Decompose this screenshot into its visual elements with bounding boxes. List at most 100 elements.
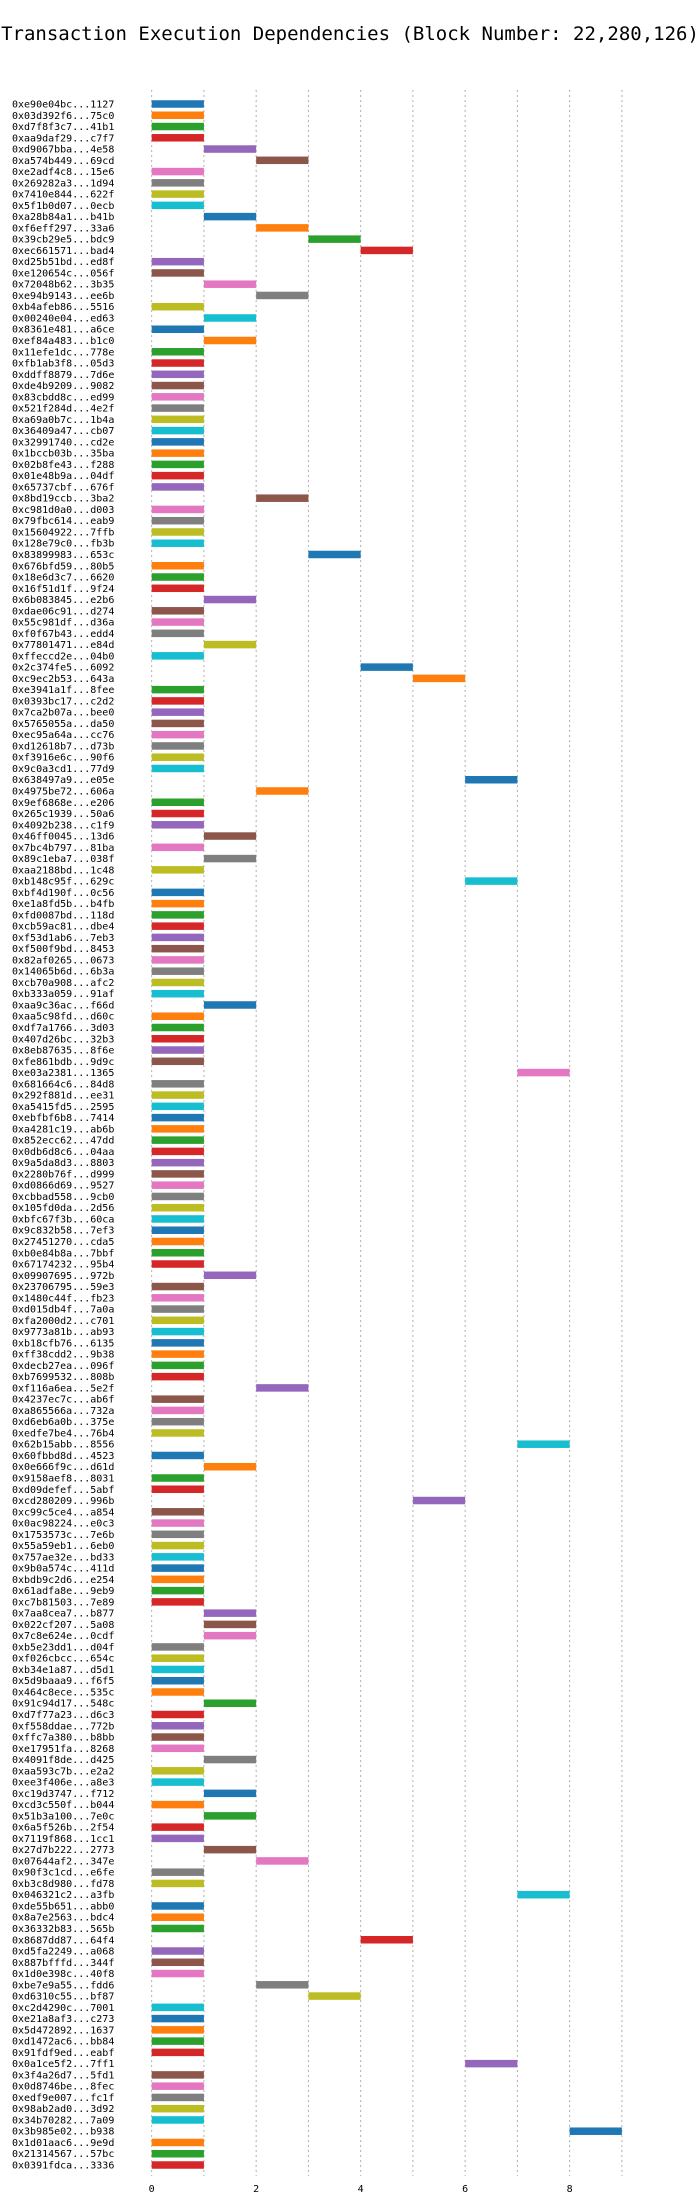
dependency-bar bbox=[151, 1012, 204, 1020]
dependency-bar bbox=[151, 1654, 204, 1662]
dependency-bar bbox=[151, 1958, 204, 1967]
row-labels: 0xe90e04bc...11270x03d392f6...75c00xd7f8… bbox=[12, 100, 114, 2172]
row-label: 0x1d0e398c...40f8 bbox=[12, 1969, 114, 1980]
dependency-bar bbox=[151, 1181, 204, 1189]
dependency-bar bbox=[151, 122, 204, 131]
dependency-bar bbox=[151, 370, 204, 379]
row-label: 0x9ef6868e...e206 bbox=[12, 798, 114, 809]
dependency-bar bbox=[151, 1035, 204, 1043]
dependency-bar bbox=[151, 404, 204, 412]
dependency-bar bbox=[151, 1147, 204, 1156]
row-label: 0xddff8879...7d6e bbox=[12, 370, 114, 381]
dependency-bar bbox=[151, 1080, 204, 1088]
dependency-bar bbox=[151, 1800, 204, 1809]
row-label: 0x9a5da8d3...8803 bbox=[12, 1158, 114, 1169]
dependency-bar bbox=[151, 1023, 204, 1032]
row-label: 0x8bd19ccb...3ba2 bbox=[12, 494, 114, 505]
dependency-bar bbox=[151, 1429, 204, 1437]
row-label: 0xedfe7be4...76b4 bbox=[12, 1428, 114, 1439]
dependency-bar bbox=[151, 1586, 204, 1595]
dependency-bar bbox=[151, 201, 204, 210]
row-label: 0xaa5c98fd...d60c bbox=[12, 1012, 114, 1023]
row-label: 0x3f4a26d7...5fd1 bbox=[12, 2070, 114, 2081]
dependency-bar bbox=[151, 1879, 204, 1888]
dependency-bar bbox=[151, 381, 204, 390]
dependency-bar bbox=[151, 899, 204, 908]
row-label: 0x14065b6d...6b3a bbox=[12, 967, 114, 978]
row-label: 0x03d392f6...75c0 bbox=[12, 111, 114, 122]
row-label: 0x1480c44f...fb23 bbox=[12, 1293, 114, 1304]
dependency-bar bbox=[465, 775, 518, 784]
row-label: 0x046321c2...a3fb bbox=[12, 1890, 114, 1901]
dependency-bar bbox=[151, 179, 204, 187]
dependency-bar bbox=[308, 550, 361, 559]
dependency-bar bbox=[203, 314, 257, 322]
dependency-bar bbox=[151, 100, 204, 108]
row-label: 0xec661571...bad4 bbox=[12, 246, 114, 257]
row-label: 0x23706795...59e3 bbox=[12, 1282, 114, 1293]
dependency-bar bbox=[151, 1113, 204, 1122]
row-label: 0x5d472892...1637 bbox=[12, 2025, 114, 2036]
row-label: 0x292f881d...ee31 bbox=[12, 1091, 114, 1102]
row-label: 0xbf4d190f...0c56 bbox=[12, 888, 114, 899]
dependency-bar bbox=[203, 1001, 257, 1009]
dependency-bar bbox=[151, 1316, 204, 1325]
row-label: 0xd12618b7...d73b bbox=[12, 741, 114, 752]
row-label: 0x2c374fe5...6092 bbox=[12, 663, 114, 674]
dependency-bar bbox=[151, 1688, 204, 1696]
row-label: 0xb4afeb86...5516 bbox=[12, 302, 114, 313]
row-label: 0xcd280209...996b bbox=[12, 1496, 114, 1507]
dependency-bar bbox=[151, 1868, 204, 1876]
row-label: 0x91c94d17...548c bbox=[12, 1699, 114, 1710]
row-label: 0x6a5f526b...2f54 bbox=[12, 1823, 114, 1834]
row-label: 0xef84a483...b1c0 bbox=[12, 336, 114, 347]
dependency-bar bbox=[151, 1947, 204, 1955]
row-label: 0x7119f868...1cc1 bbox=[12, 1834, 114, 1845]
x-tick-label: 4 bbox=[358, 2184, 364, 2195]
dependency-bar bbox=[256, 1384, 309, 1392]
row-label: 0x4975be72...606a bbox=[12, 787, 114, 798]
row-label: 0x8eb87635...8f6e bbox=[12, 1046, 114, 1057]
dependency-bar bbox=[151, 1158, 204, 1167]
row-label: 0xf116a6ea...5e2f bbox=[12, 1383, 114, 1394]
row-label: 0xc9ec2b53...643a bbox=[12, 674, 114, 685]
dependency-bar bbox=[151, 933, 204, 942]
dependency-bar bbox=[151, 1125, 204, 1133]
dependency-bar bbox=[151, 325, 204, 333]
row-label: 0xcd3c550f...b044 bbox=[12, 1800, 114, 1811]
row-label: 0xf026cbcc...654c bbox=[12, 1654, 114, 1665]
dependency-bar bbox=[151, 2026, 204, 2034]
row-label: 0xffc7a380...b8bb bbox=[12, 1733, 114, 1744]
dependency-bar bbox=[151, 1339, 204, 1347]
dependency-bar bbox=[151, 1643, 204, 1651]
row-label: 0xfa2000d2...c701 bbox=[12, 1316, 114, 1327]
row-label: 0xdae06c91...d274 bbox=[12, 606, 114, 617]
row-label: 0x7410e844...622f bbox=[12, 190, 114, 201]
dependency-bar bbox=[203, 336, 257, 345]
row-label: 0xa574b449...69cd bbox=[12, 156, 114, 167]
x-tick-label: 2 bbox=[253, 2184, 259, 2195]
row-label: 0xf6eff297...33a6 bbox=[12, 223, 114, 234]
dependency-bar bbox=[151, 1046, 204, 1054]
row-label: 0xd9067bba...4e58 bbox=[12, 145, 114, 156]
row-label: 0x0ac98224...e0c3 bbox=[12, 1519, 114, 1530]
dependency-bar bbox=[203, 145, 257, 153]
row-label: 0xc2d4290c...7001 bbox=[12, 2003, 114, 2014]
dependency-bar bbox=[151, 1541, 204, 1550]
row-label: 0x00240e04...ed63 bbox=[12, 313, 114, 324]
row-label: 0xcb59ac81...dbe4 bbox=[12, 922, 114, 933]
dependency-bar bbox=[203, 1271, 257, 1280]
dependency-bar bbox=[151, 1710, 204, 1719]
row-label: 0xe1a8fd5b...b4fb bbox=[12, 899, 114, 910]
row-label: 0xaa9c36ac...f66d bbox=[12, 1000, 114, 1011]
dependency-bar bbox=[151, 1260, 204, 1268]
row-label: 0xf53d1ab6...7eb3 bbox=[12, 933, 114, 944]
row-label: 0xa69a0b7c...1b4a bbox=[12, 415, 114, 426]
dependency-bar bbox=[203, 832, 257, 840]
row-label: 0xb3c8d980...fd78 bbox=[12, 1879, 114, 1890]
dependency-bar bbox=[151, 1564, 204, 1572]
dependency-bar bbox=[151, 809, 204, 818]
row-label: 0xc981d0a0...d003 bbox=[12, 505, 114, 516]
dependency-bar bbox=[256, 1981, 309, 1989]
row-label: 0x464c8ece...535c bbox=[12, 1687, 114, 1698]
